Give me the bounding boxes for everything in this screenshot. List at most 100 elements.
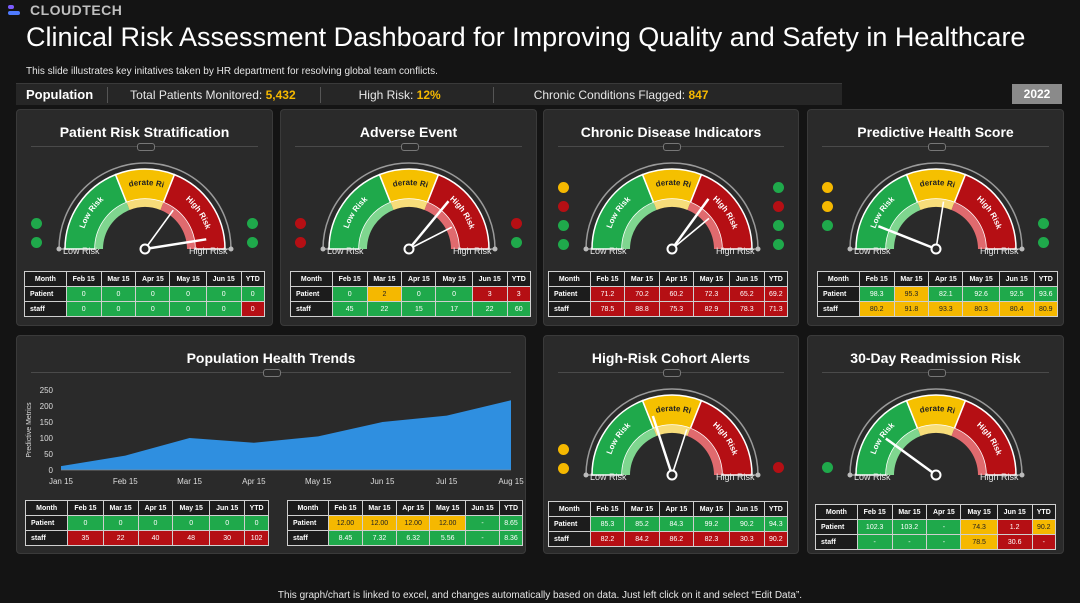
kpi-panel: Patient Risk Stratification Low RiskModer… [16, 109, 273, 326]
table-cell: 15 [401, 301, 437, 317]
table-cell: 7.32 [361, 530, 397, 546]
table-cell: 0 [401, 286, 437, 302]
row-label: Patient [548, 516, 591, 532]
y-tick-label: 250 [40, 386, 54, 395]
table-cell: 0 [169, 301, 207, 317]
table-header: Feb 15 [589, 501, 626, 517]
table-header: Jun 15 [998, 271, 1035, 287]
table-header: May 15 [692, 271, 731, 287]
status-dot [247, 218, 258, 229]
table-header: Mar 15 [366, 271, 403, 287]
y-tick-label: 50 [44, 450, 53, 459]
gauge-needle [144, 238, 207, 251]
table-cell: 80.4 [998, 301, 1035, 317]
table-header: Month [815, 504, 858, 520]
population-trend-chart[interactable]: 0 50 100 150 200 250 Jan 15 Feb 15 Mar 15 Apr 15 M… [17, 376, 527, 488]
table-header: Apr 15 [401, 271, 437, 287]
table-cell: 12.00 [395, 515, 431, 531]
data-table: Month Feb 15 Mar 15 Apr 15 May 15 Jun 15 YTD Pa… [290, 271, 532, 317]
table-header: Mar 15 [624, 271, 660, 287]
table-cell: 91.8 [893, 301, 930, 317]
table-cell: 0 [240, 286, 266, 302]
data-table: Month Feb 15 Mar 15 Apr 15 May 15 Jun 15 YTD Pa… [24, 271, 266, 317]
table-header: Month [290, 271, 333, 287]
data-table: Month Feb 15 Mar 15 Apr 15 May 15 Jun 15 YTD Pa… [287, 500, 523, 546]
gauge-high-label: High Risk [980, 246, 1019, 256]
table-row: staff 8.45 7.32 6.32 5.56-8.36 [287, 530, 523, 546]
panel-title: Patient Risk Stratification [59, 124, 230, 140]
x-tick-label: Apr 15 [242, 477, 266, 486]
page-subtitle: This slide illustrates key initatives ta… [26, 66, 438, 77]
gauge-needle [877, 225, 937, 251]
table-cell: 30.6 [996, 534, 1033, 550]
table-cell: - [465, 515, 500, 531]
table-cell: 71.3 [763, 301, 789, 317]
table-cell: 22 [471, 301, 508, 317]
table-cell: 6.32 [395, 530, 431, 546]
table-header: Jun 15 [996, 504, 1033, 520]
x-tick-label: Mar 15 [177, 477, 202, 486]
table-cell: 80.3 [962, 301, 1000, 317]
status-dot [558, 463, 569, 474]
status-dot [773, 239, 784, 250]
table-row: staff 45 22 15 17 22 60 [290, 301, 532, 317]
table-row: Patient 12.00 12.00 12.00 12.00-8.65 [287, 515, 523, 531]
table-header: Mar 15 [893, 271, 930, 287]
table-cell: 8.65 [499, 515, 523, 531]
x-tick-label: Jan 15 [49, 477, 74, 486]
table-cell: 78.5 [960, 534, 998, 550]
table-cell: 8.45 [327, 530, 363, 546]
table-header: YTD [763, 501, 789, 517]
table-cell: 103.2 [891, 519, 928, 535]
table-cell: 82.1 [928, 286, 964, 302]
table-cell: 0 [100, 286, 137, 302]
table-cell: - [926, 519, 962, 535]
table-cell: 48 [172, 530, 211, 546]
gauge-needle [885, 437, 937, 477]
table-cell: - [1031, 534, 1057, 550]
footer-note: This graph/chart is linked to excel, and… [277, 590, 803, 601]
status-dot [1038, 218, 1049, 229]
table-cell: 90.2 [1031, 519, 1057, 535]
gauge-high-label: High Risk [980, 472, 1019, 482]
panel-title: Adverse Event [359, 124, 458, 140]
row-label: staff [24, 530, 69, 546]
table-header: Feb 15 [589, 271, 626, 287]
table-cell: 17 [435, 301, 473, 317]
table-header: May 15 [960, 504, 998, 520]
table-cell: 0 [244, 515, 269, 531]
status-dot [1038, 237, 1049, 248]
row-label: Patient [548, 286, 591, 302]
table-cell: - [465, 530, 500, 546]
table-cell: 80.9 [1033, 301, 1059, 317]
table-cell: 0 [102, 515, 139, 531]
x-tick-label: Feb 15 [113, 477, 138, 486]
table-cell: 0 [100, 301, 137, 317]
table-header: YTD [499, 500, 523, 516]
table-header: Feb 15 [331, 271, 368, 287]
table-header: Jun 15 [465, 500, 500, 516]
table-header: Feb 15 [856, 504, 893, 520]
table-header: Jun 15 [729, 501, 765, 517]
table-cell: 60 [506, 301, 532, 317]
status-dot [247, 237, 258, 248]
table-header: Mar 15 [624, 501, 660, 517]
table-cell: 85.2 [624, 516, 660, 532]
data-table: Month Feb 15 Mar 15 Apr 15 May 15 Jun 15 YTD Pa… [24, 500, 269, 546]
table-row: staff 82.2 84.2 86.2 82.3 30.3 90.2 [548, 531, 789, 547]
table-header: May 15 [435, 271, 473, 287]
table-cell: 0 [435, 286, 473, 302]
gauge-needle [935, 201, 945, 250]
table-row: Patient 98.3 95.3 82.1 92.6 92.5 93.6 [817, 286, 1059, 302]
table-header: YTD [506, 271, 532, 287]
year-badge[interactable]: 2022 [1012, 84, 1062, 104]
panel-title: High-Risk Cohort Alerts [591, 350, 751, 366]
table-cell: 78.5 [589, 301, 626, 317]
table-header: Apr 15 [926, 504, 962, 520]
data-table: Month Feb 15 Mar 15 Apr 15 May 15 Jun 15 YTD Pa… [548, 271, 789, 317]
table-header: Jun 15 [209, 500, 246, 516]
status-dot [558, 239, 569, 250]
table-cell: 80.2 [858, 301, 895, 317]
